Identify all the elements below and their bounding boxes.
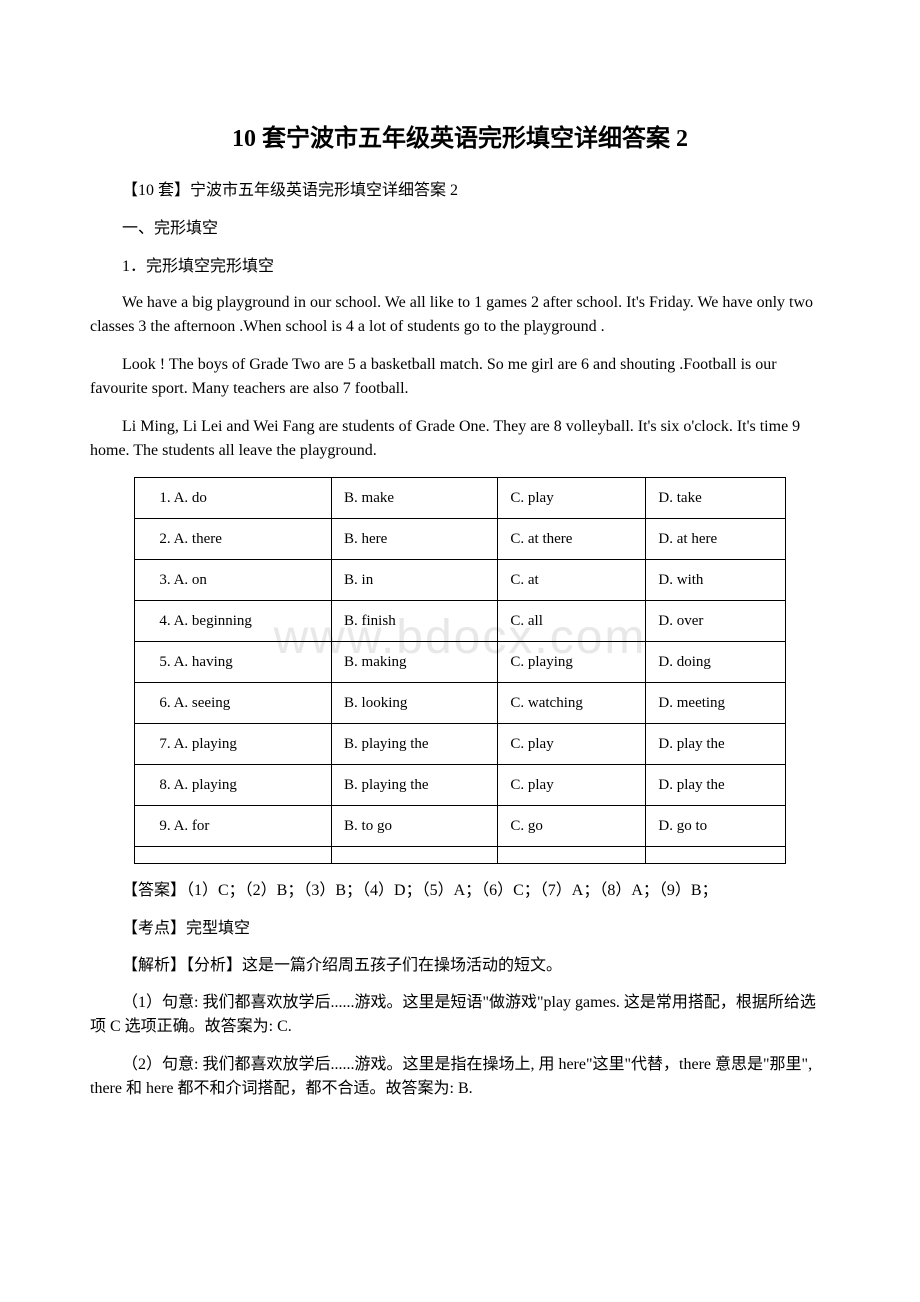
cell: C. play	[498, 765, 646, 806]
cell: D. with	[646, 560, 785, 601]
cell: C. at there	[498, 519, 646, 560]
passage-paragraph-3: Li Ming, Li Lei and Wei Fang are student…	[90, 415, 830, 463]
table-row: 3. A. on B. in C. at D. with	[135, 560, 785, 601]
cell: B. make	[332, 478, 498, 519]
table-row: 8. A. playing B. playing the C. play D. …	[135, 765, 785, 806]
jiexi-intro: 【解析】【分析】这是一篇介绍周五孩子们在操场活动的短文。	[90, 953, 830, 979]
cell: 6. A. seeing	[135, 683, 332, 724]
passage-paragraph-1: We have a big playground in our school. …	[90, 291, 830, 339]
cell: B. playing the	[332, 724, 498, 765]
subtitle: 【10 套】宁波市五年级英语完形填空详细答案 2	[90, 178, 830, 204]
question-heading: 1．完形填空完形填空	[90, 254, 830, 280]
cell: D. take	[646, 478, 785, 519]
cell: B. finish	[332, 601, 498, 642]
cell: 2. A. there	[135, 519, 332, 560]
cell: 5. A. having	[135, 642, 332, 683]
cell: C. watching	[498, 683, 646, 724]
cell: B. here	[332, 519, 498, 560]
table-row	[135, 847, 785, 864]
table-row: 6. A. seeing B. looking C. watching D. m…	[135, 683, 785, 724]
cell: D. play the	[646, 765, 785, 806]
table-row: 2. A. there B. here C. at there D. at he…	[135, 519, 785, 560]
cell: B. in	[332, 560, 498, 601]
table-row: 9. A. for B. to go C. go D. go to	[135, 806, 785, 847]
table-row: 7. A. playing B. playing the C. play D. …	[135, 724, 785, 765]
cell: 9. A. for	[135, 806, 332, 847]
cell: C. playing	[498, 642, 646, 683]
options-table: 1. A. do B. make C. play D. take 2. A. t…	[134, 477, 785, 864]
cell: 3. A. on	[135, 560, 332, 601]
kaodian-line: 【考点】完型填空	[90, 916, 830, 942]
explanation-1: （1）句意: 我们都喜欢放学后......游戏。这里是短语"做游戏"play g…	[90, 991, 830, 1039]
cell: C. play	[498, 724, 646, 765]
cell	[498, 847, 646, 864]
table-row: 1. A. do B. make C. play D. take	[135, 478, 785, 519]
section-heading: 一、完形填空	[90, 216, 830, 242]
cell: D. at here	[646, 519, 785, 560]
cell: B. looking	[332, 683, 498, 724]
cell: D. play the	[646, 724, 785, 765]
cell: 8. A. playing	[135, 765, 332, 806]
explanation-2: （2）句意: 我们都喜欢放学后......游戏。这里是指在操场上, 用 here…	[90, 1053, 830, 1101]
cell	[646, 847, 785, 864]
cell: 4. A. beginning	[135, 601, 332, 642]
cell: 1. A. do	[135, 478, 332, 519]
cell: D. over	[646, 601, 785, 642]
cell: 7. A. playing	[135, 724, 332, 765]
cell: D. meeting	[646, 683, 785, 724]
document-content: 10 套宁波市五年级英语完形填空详细答案 2 【10 套】宁波市五年级英语完形填…	[90, 120, 830, 1101]
cell: D. go to	[646, 806, 785, 847]
cell: C. at	[498, 560, 646, 601]
cell	[332, 847, 498, 864]
cell: D. doing	[646, 642, 785, 683]
cell	[135, 847, 332, 864]
page-title: 10 套宁波市五年级英语完形填空详细答案 2	[90, 120, 830, 158]
cell: B. making	[332, 642, 498, 683]
answer-line: 【答案】（1）C；（2）B；（3）B；（4）D；（5）A；（6）C；（7）A；（…	[90, 878, 830, 904]
cell: B. to go	[332, 806, 498, 847]
cell: C. play	[498, 478, 646, 519]
cell: C. all	[498, 601, 646, 642]
cell: B. playing the	[332, 765, 498, 806]
table-row: 4. A. beginning B. finish C. all D. over	[135, 601, 785, 642]
table-row: 5. A. having B. making C. playing D. doi…	[135, 642, 785, 683]
cell: C. go	[498, 806, 646, 847]
passage-paragraph-2: Look ! The boys of Grade Two are 5 a bas…	[90, 353, 830, 401]
